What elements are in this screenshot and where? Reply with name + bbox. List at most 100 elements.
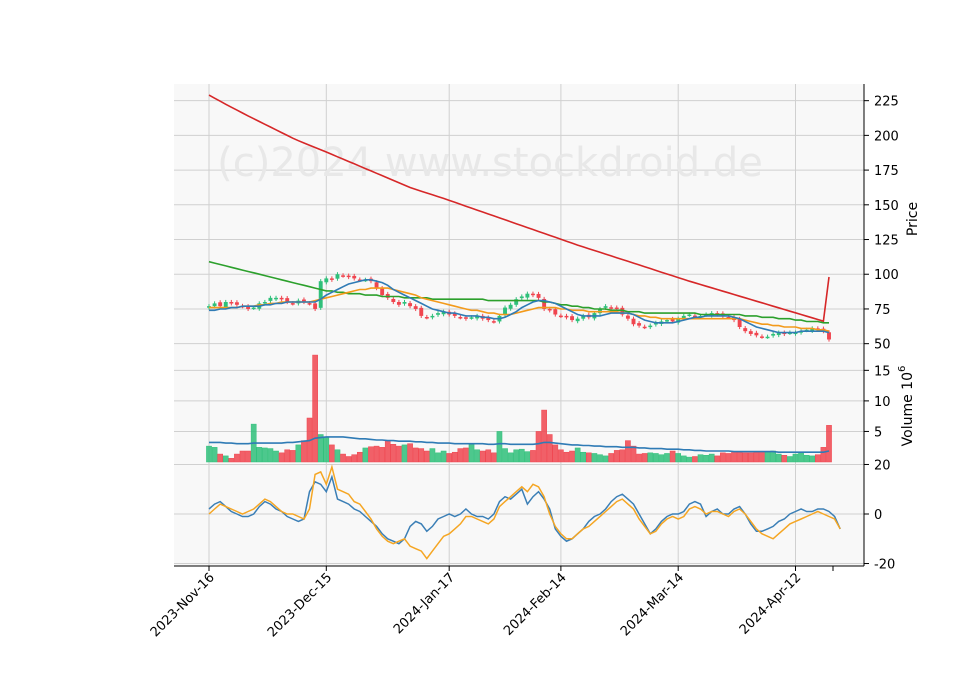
candle-body [402,302,407,304]
volume-bar [641,453,648,463]
candle-body [268,297,273,301]
volume-bar [222,455,229,463]
candle-body [458,317,463,319]
candle-body [374,282,379,289]
candle-body [212,303,217,307]
candle-body [575,318,580,322]
candle-body [653,322,658,325]
y-tick-label: 10 [874,395,891,410]
candle-body [436,313,440,315]
volume-bar [429,448,436,463]
price-layer [207,94,831,342]
candle-body [329,278,334,280]
volume-bar [424,450,430,463]
candle-body [726,317,731,319]
candle-body [519,296,524,299]
candle-body [558,315,563,318]
volume-bar [312,354,318,463]
candle-body [302,299,306,303]
candle-body [475,315,480,319]
candle-body [262,302,267,304]
candle-body [754,332,759,336]
volume-bar [680,455,687,463]
candle-body [514,299,519,305]
candle-body [748,331,753,334]
candle-body [642,326,647,329]
volume-bar [580,451,587,463]
volume-bar [267,448,274,463]
y-tick-label: 5 [874,425,882,440]
candle-body [486,317,491,321]
volume-bar [340,453,346,463]
candle-body [251,307,256,310]
volume-bar [826,425,832,463]
candle-body [536,293,541,298]
candle-body [324,278,329,283]
y-tick-label: 15 [874,364,891,379]
candle-body [665,320,669,322]
volume-bar [787,456,793,463]
volume-bar [418,448,425,463]
y-tick-label: 50 [874,338,891,353]
candle-body [542,298,547,309]
volume-bar [535,431,542,463]
candle-body [234,302,239,305]
y-tick-label: 200 [874,129,899,144]
volume-bar [775,453,782,463]
candle-body [391,298,396,303]
y-tick-label: 125 [874,234,899,249]
y-tick-label: 225 [874,95,899,110]
candle-body [531,293,535,296]
volume-bar [764,451,771,463]
candle-body [737,318,742,328]
candle-body [396,302,401,305]
volume-bar [507,452,514,463]
price-axis-label: Price [905,202,921,236]
volume-bar [747,452,754,463]
candle-body [335,274,340,279]
volume-bar [574,447,581,463]
watermark: (c)2024 www.stockdroid.de [217,140,763,186]
volume-bar [636,453,642,463]
candle-body [771,333,776,336]
volume-bar [625,440,631,463]
volume-bar [692,456,698,463]
volume-bar [613,450,620,463]
volume-bar [658,454,665,463]
candle-body [681,315,686,319]
volume-bar [563,451,570,463]
price-panel-bg [174,84,864,352]
volume-bar [770,450,776,463]
volume-bar [362,447,369,463]
volume-bar [541,409,547,463]
volume-axis-label: Volume 106 [897,366,916,447]
candle-body [743,328,748,332]
volume-bar [502,448,508,463]
candle-body [570,316,575,321]
volume-bar [206,445,212,463]
volume-bar [262,447,268,463]
candle-body [760,336,764,338]
candle-body [765,336,770,339]
candle-body [290,303,295,305]
volume-bar [217,453,223,463]
volume-bar [602,455,609,463]
volume-bar [356,451,363,463]
candle-body [419,307,424,316]
candle-body [503,307,507,315]
volume-bar [412,447,419,463]
volume-bar [496,431,503,463]
volume-bar [379,447,385,463]
volume-bar [284,449,291,463]
volume-bar [530,450,536,463]
volume-bar [384,440,391,463]
x-tick-label: 2024-Apr-12 [737,570,804,637]
candle-body [620,307,625,315]
volume-bar [278,452,285,463]
volume-bar [317,434,324,463]
volume-bar [295,444,302,463]
volume-bar [669,450,676,463]
volume-bar [435,452,441,463]
candle-body [469,317,474,319]
volume-bar [479,450,486,463]
